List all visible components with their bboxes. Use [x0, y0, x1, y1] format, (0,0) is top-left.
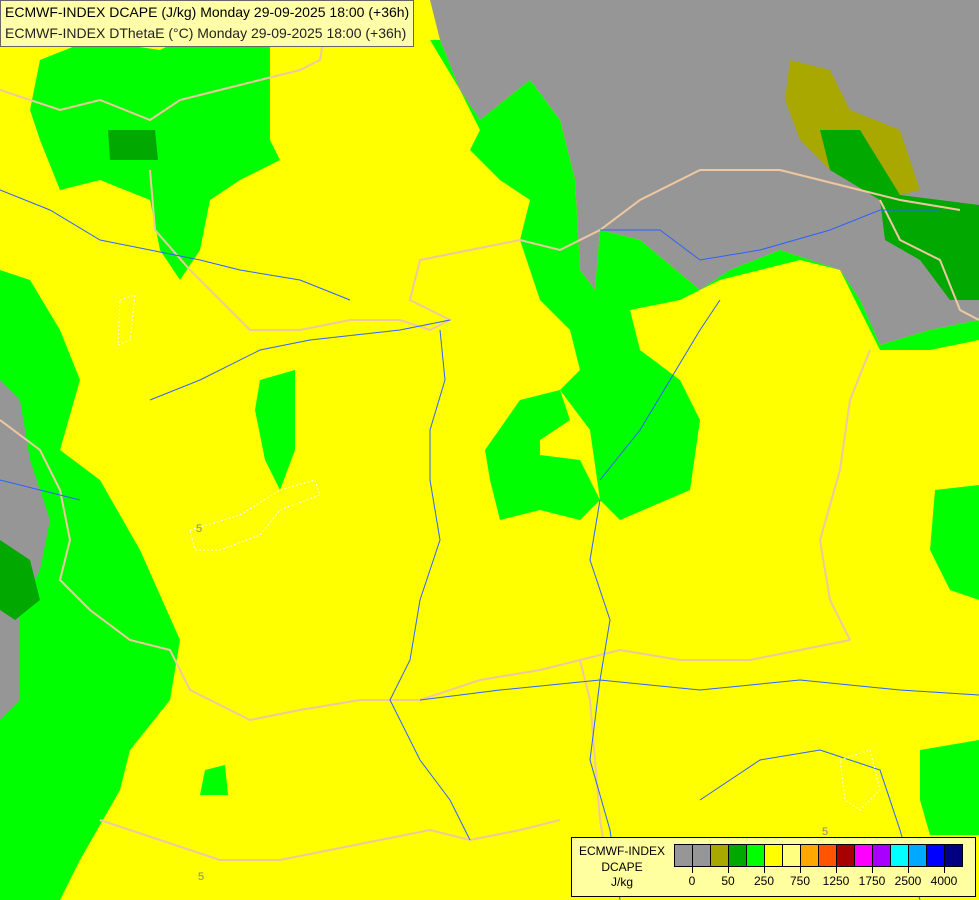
legend-tick-label: 4000	[930, 874, 958, 888]
legend-tick	[764, 867, 765, 873]
legend-swatch	[765, 845, 783, 866]
dark-green-region-ne	[820, 130, 979, 300]
legend-tick-label: 1250	[822, 874, 850, 888]
legend-swatch	[855, 845, 873, 866]
dark-green-patch-north	[108, 130, 158, 160]
color-legend: ECMWF-INDEX DCAPE J/kg 0 50 250 750 1250 1750…	[571, 837, 976, 897]
legend-swatch	[675, 845, 693, 866]
legend-swatch	[837, 845, 855, 866]
legend-swatch	[783, 845, 801, 866]
legend-tick	[800, 867, 801, 873]
green-region-east	[930, 485, 979, 600]
legend-swatch	[693, 845, 711, 866]
gray-region-west	[0, 380, 50, 720]
legend-swatch	[891, 845, 909, 866]
legend-model: ECMWF-INDEX	[579, 844, 665, 858]
legend-swatches	[674, 844, 963, 867]
title-line-dcape: ECMWF-INDEX DCAPE (J/kg) Monday 29-09-20…	[5, 4, 410, 20]
green-patch-south	[200, 765, 228, 795]
title-line-dthetae: ECMWF-INDEX DThetaE (°C) Monday 29-09-20…	[5, 25, 407, 41]
map-title: ECMWF-INDEX DCAPE (J/kg) Monday 29-09-20…	[0, 0, 415, 47]
legend-swatch	[747, 845, 765, 866]
contour-label: 5	[196, 523, 202, 535]
green-region-center	[485, 390, 600, 520]
legend-tick-label: 50	[721, 874, 735, 888]
contour-label: 5	[822, 826, 828, 838]
green-region-west	[0, 270, 180, 900]
legend-swatch	[711, 845, 729, 866]
legend-swatch	[729, 845, 747, 866]
rivers	[0, 189, 979, 900]
legend-tick-label: 250	[753, 874, 775, 888]
legend-tick	[944, 867, 945, 873]
green-patch-center-west	[255, 370, 295, 490]
green-region-north-center	[370, 40, 979, 520]
legend-variable: DCAPE	[601, 859, 643, 874]
legend-tick	[728, 867, 729, 873]
legend-tick	[692, 867, 693, 873]
legend-tick	[908, 867, 909, 873]
green-region-southeast	[920, 740, 979, 835]
legend-swatch	[909, 845, 927, 866]
dark-green-region-west	[0, 540, 40, 620]
legend-tick-label: 0	[688, 874, 696, 888]
legend-swatch	[945, 845, 962, 866]
legend-tick-label: 2500	[894, 874, 922, 888]
legend-label: ECMWF-INDEX DCAPE J/kg	[574, 844, 670, 891]
legend-swatch	[819, 845, 837, 866]
legend-tick-label: 750	[789, 874, 811, 888]
gray-region-northeast	[430, 0, 979, 345]
legend-swatch	[801, 845, 819, 866]
legend-swatch	[873, 845, 891, 866]
legend-tick-label: 1750	[858, 874, 886, 888]
country-borders	[0, 0, 979, 881]
legend-unit: J/kg	[610, 875, 633, 889]
legend-swatch	[927, 845, 945, 866]
legend-tick	[836, 867, 837, 873]
contour-label: 5	[198, 871, 204, 883]
legend-tick	[872, 867, 873, 873]
dthetae-contours	[117, 294, 881, 811]
